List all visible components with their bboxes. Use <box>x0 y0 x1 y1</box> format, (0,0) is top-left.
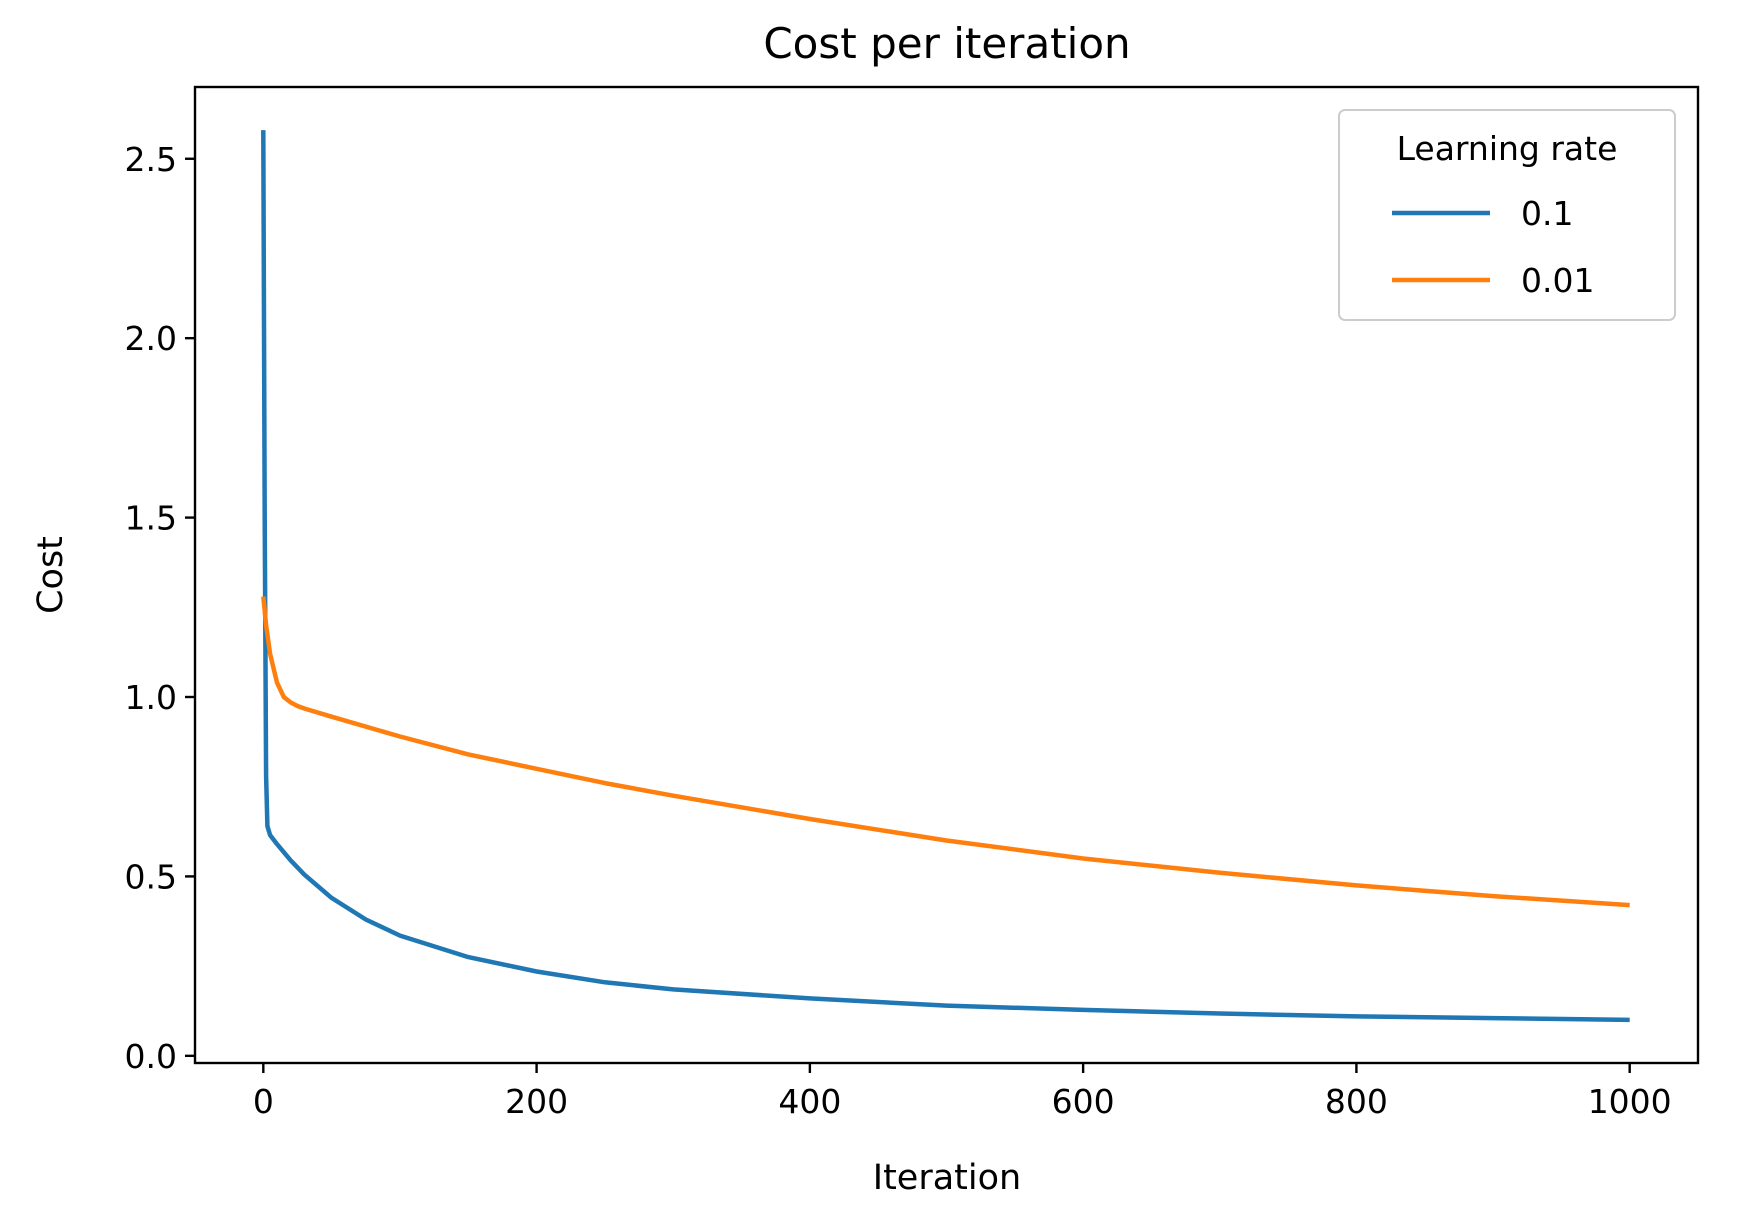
x-axis-title: Iteration <box>873 1158 1021 1198</box>
x-axis: 0 200 400 600 800 1000 <box>253 1063 1672 1121</box>
chart-title: Cost per iteration <box>763 19 1130 68</box>
legend-label-series-1: 0.1 <box>1521 194 1573 233</box>
x-tick-label: 600 <box>1052 1082 1115 1121</box>
y-axis-title: Cost <box>31 536 71 614</box>
x-tick-label: 0 <box>253 1082 274 1121</box>
y-tick-label: 1.5 <box>125 499 177 538</box>
legend: Learning rate 0.1 0.01 <box>1338 109 1676 321</box>
series-layer <box>261 130 1630 1023</box>
y-tick-label: 2.5 <box>125 140 177 179</box>
y-tick-label: 0.0 <box>125 1037 177 1076</box>
plot-frame <box>193 85 1700 1065</box>
y-tick-label: 2.0 <box>125 319 177 358</box>
legend-label-series-2: 0.01 <box>1521 261 1594 300</box>
series-line-2 <box>261 596 1630 908</box>
legend-box <box>1338 109 1676 321</box>
y-axis: 0.0 0.5 1.0 1.5 2.0 2.5 <box>125 140 195 1076</box>
y-tick-label: 1.0 <box>125 678 177 717</box>
x-tick-label: 400 <box>778 1082 841 1121</box>
x-tick-label: 1000 <box>1588 1082 1672 1121</box>
series-line-1 <box>261 130 1630 1023</box>
x-tick-label: 800 <box>1325 1082 1388 1121</box>
y-tick-label: 0.5 <box>125 857 177 896</box>
legend-title: Learning rate <box>1397 129 1618 168</box>
x-tick-label: 200 <box>505 1082 568 1121</box>
